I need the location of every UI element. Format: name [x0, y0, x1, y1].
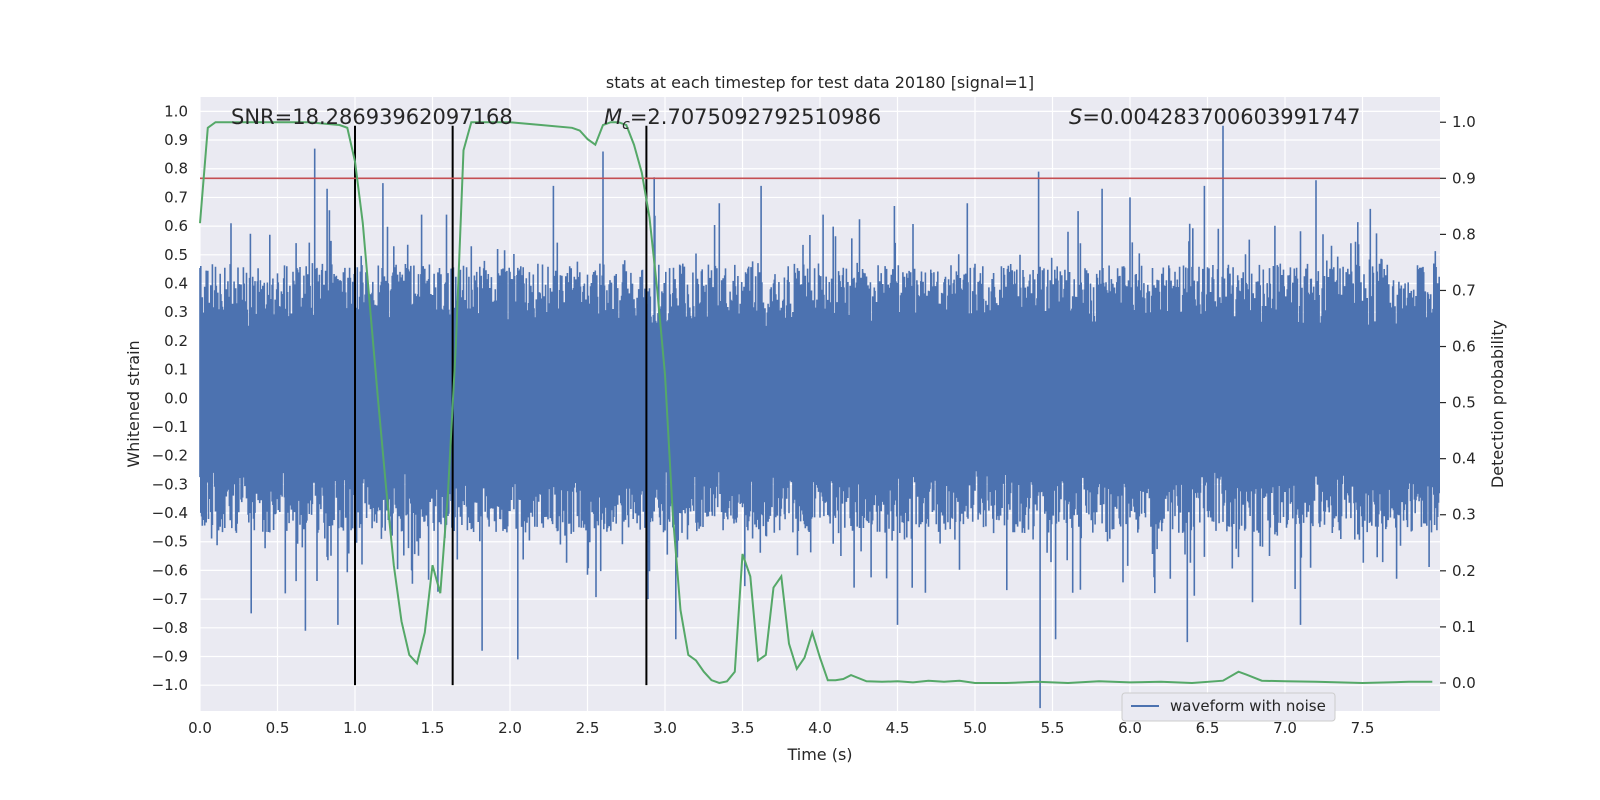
x-tick-label: 7.5: [1351, 719, 1375, 737]
s-value: =0.004283700603991747: [1082, 105, 1360, 129]
y-tick-label-left: −0.3: [152, 475, 188, 493]
y-tick-label-left: −0.7: [152, 590, 188, 608]
x-tick-label: 3.5: [731, 719, 755, 737]
x-tick-label: 2.0: [498, 719, 522, 737]
x-tick-label: 5.5: [1041, 719, 1065, 737]
x-tick-label: 0.5: [266, 719, 290, 737]
y-tick-label-left: −0.6: [152, 561, 188, 579]
y-axis-label-right: Detection probability: [1488, 320, 1507, 488]
chart-title: stats at each timestep for test data 201…: [606, 73, 1034, 92]
legend-entry-waveform: waveform with noise: [1170, 697, 1326, 715]
x-axis-label: Time (s): [786, 745, 852, 764]
x-tick-label: 0.0: [188, 719, 212, 737]
chirp-mass-value: =2.7075092792510986: [630, 105, 881, 129]
y-tick-label-right: 0.8: [1452, 225, 1476, 243]
axis-ticks: 0.0 0.5 1.0 1.5 2.0 2.5 3.0 3.5 4.0 4.5 5.0 5.5 6.0 6…: [152, 102, 1476, 737]
y-tick-label-right: 0.5: [1452, 394, 1476, 412]
y-tick-label-left: 0.2: [164, 332, 188, 350]
y-tick-label-right: 0.4: [1452, 450, 1476, 468]
waveform-core-band: [200, 349, 1440, 465]
y-tick-label-left: 0.3: [164, 303, 188, 321]
x-tick-label: 6.5: [1196, 719, 1220, 737]
y-tick-label-right: 0.6: [1452, 338, 1476, 356]
x-tick-label: 6.0: [1118, 719, 1142, 737]
y-tick-label-left: −0.2: [152, 447, 188, 465]
y-tick-label-left: 0.0: [164, 389, 188, 407]
y-tick-label-left: −1.0: [152, 676, 188, 694]
y-tick-label-right: 0.3: [1452, 506, 1476, 524]
y-tick-label-left: −0.9: [152, 647, 188, 665]
y-tick-label-left: 1.0: [164, 102, 188, 120]
y-tick-label-right: 0.0: [1452, 674, 1476, 692]
s-symbol: S: [1069, 105, 1082, 129]
y-tick-label-left: 0.8: [164, 160, 188, 178]
y-tick-label-left: −0.1: [152, 418, 188, 436]
y-tick-label-left: 0.6: [164, 217, 188, 235]
chirp-mass-symbol: M: [604, 105, 622, 129]
x-tick-label: 4.0: [808, 719, 832, 737]
legend: waveform with noise: [1121, 692, 1336, 722]
x-tick-label: 5.0: [963, 719, 987, 737]
y-tick-label-right: 0.2: [1452, 562, 1476, 580]
y-tick-label-left: 0.9: [164, 131, 188, 149]
y-tick-label-left: −0.8: [152, 619, 188, 637]
probability-line: [199, 121, 1433, 685]
x-tick-label: 1.5: [421, 719, 445, 737]
y-axis-label-left: Whitened strain: [124, 340, 143, 467]
y-tick-label-left: 0.5: [164, 246, 188, 264]
y-tick-label-left: 0.4: [164, 274, 188, 292]
snr-annotation: SNR=18.28693962097168: [231, 105, 513, 129]
y-tick-label-right: 0.1: [1452, 618, 1476, 636]
x-tick-label: 2.5: [576, 719, 600, 737]
y-tick-label-left: −0.4: [152, 504, 188, 522]
y-tick-label-right: 0.7: [1452, 281, 1476, 299]
legend-box: [1121, 692, 1336, 722]
y-tick-label-left: 0.7: [164, 188, 188, 206]
s-annotation: S=0.004283700603991747: [1069, 105, 1360, 129]
waveform-series: [199, 125, 1440, 709]
x-tick-label: 4.5: [886, 719, 910, 737]
y-tick-label-left: −0.5: [152, 533, 188, 551]
y-tick-label-right: 1.0: [1452, 113, 1476, 131]
y-tick-label-right: 0.9: [1452, 169, 1476, 187]
y-tick-label-left: 0.1: [164, 361, 188, 379]
chirp-mass-subscript: c: [622, 117, 630, 133]
probability-series: [199, 121, 1433, 685]
x-tick-label: 3.0: [653, 719, 677, 737]
x-tick-label: 7.0: [1273, 719, 1297, 737]
chirp-mass-annotation: Mc=2.7075092792510986: [604, 105, 881, 133]
x-tick-label: 1.0: [343, 719, 367, 737]
